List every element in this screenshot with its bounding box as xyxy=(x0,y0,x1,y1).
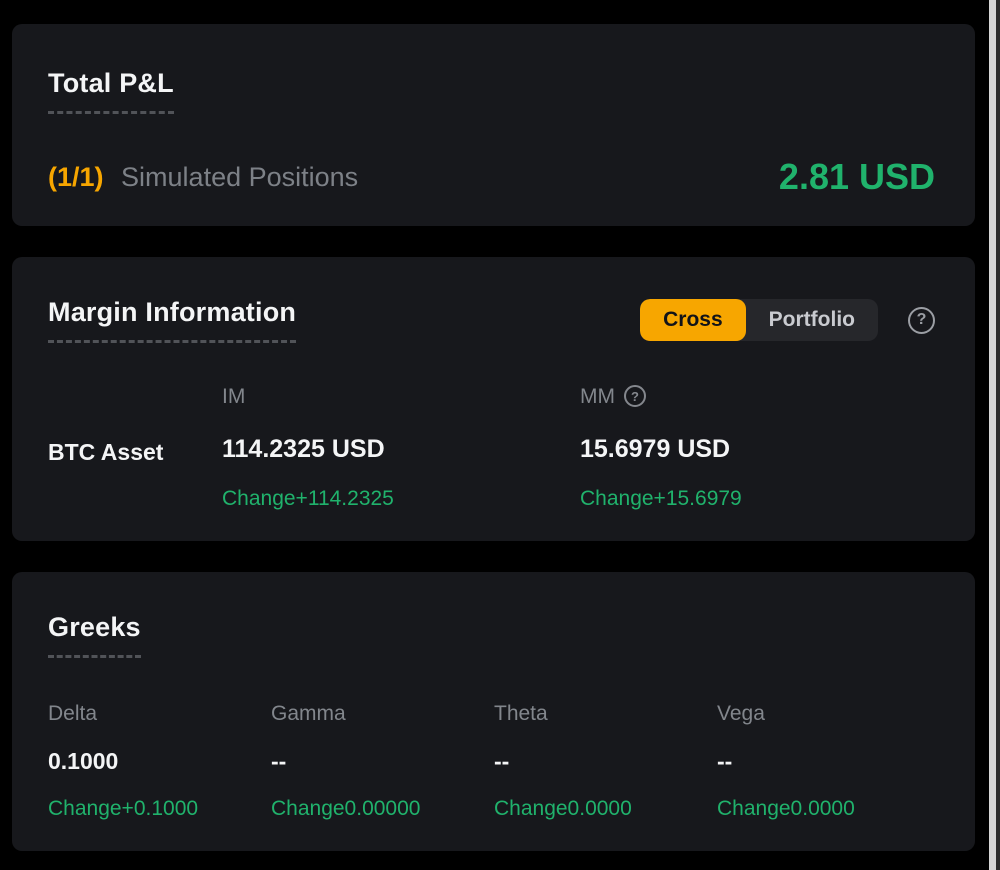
im-column-header: IM xyxy=(222,385,246,408)
simulated-positions-count: (1/1) xyxy=(48,161,104,192)
im-value: 114.2325 USD xyxy=(222,435,385,463)
simulated-positions-label: Simulated Positions xyxy=(121,161,359,192)
greeks-title: Greeks xyxy=(48,612,141,658)
mm-help-icon[interactable]: ? xyxy=(624,385,646,407)
greek-value: -- xyxy=(717,748,733,774)
greek-change: Change+0.1000 xyxy=(48,797,199,820)
greek-change: Change0.0000 xyxy=(494,797,632,820)
mm-column-header: MM xyxy=(580,385,615,408)
margin-mode-toggle: Cross Portfolio xyxy=(640,299,878,341)
scrollbar[interactable] xyxy=(989,0,996,870)
toggle-option-cross[interactable]: Cross xyxy=(640,299,746,341)
total-pnl-row: (1/1) Simulated Positions 2.81 USD xyxy=(48,156,935,198)
margin-help-icon[interactable]: ? xyxy=(908,306,935,334)
total-pnl-title: Total P&L xyxy=(48,68,174,114)
greek-label: Theta xyxy=(494,702,548,725)
mm-change: Change+15.6979 xyxy=(580,487,742,510)
greek-col-delta: Delta 0.1000 Change+0.1000 xyxy=(48,702,271,821)
greek-value: 0.1000 xyxy=(48,748,119,774)
im-change: Change+114.2325 xyxy=(222,487,394,510)
greek-label: Delta xyxy=(48,702,98,725)
greek-change: Change0.0000 xyxy=(717,797,855,820)
greek-change: Change0.00000 xyxy=(271,797,421,820)
margin-information-card: Margin Information Cross Portfolio ? IM … xyxy=(12,257,975,541)
greek-col-theta: Theta -- Change0.0000 xyxy=(494,702,717,821)
greek-col-vega: Vega -- Change0.0000 xyxy=(717,702,935,821)
total-pnl-value: 2.81 USD xyxy=(778,156,935,197)
margin-information-title: Margin Information xyxy=(48,297,297,343)
greek-col-gamma: Gamma -- Change0.00000 xyxy=(271,702,494,821)
greeks-table: Delta 0.1000 Change+0.1000 Gamma -- Chan… xyxy=(48,702,935,821)
window-edge xyxy=(996,0,1000,870)
greek-value: -- xyxy=(494,748,510,774)
greeks-card: Greeks Delta 0.1000 Change+0.1000 Gamma … xyxy=(12,572,975,851)
mm-value: 15.6979 USD xyxy=(580,435,731,463)
asset-name: BTC Asset xyxy=(48,439,164,465)
toggle-option-portfolio[interactable]: Portfolio xyxy=(768,308,855,331)
greek-label: Gamma xyxy=(271,702,346,725)
greek-value: -- xyxy=(271,748,287,774)
greek-label: Vega xyxy=(717,702,765,725)
total-pnl-card: Total P&L (1/1) Simulated Positions 2.81… xyxy=(12,24,975,226)
margin-table: IM MM ? BTC Asset 114.2325 USD 15.6979 U… xyxy=(48,385,935,511)
